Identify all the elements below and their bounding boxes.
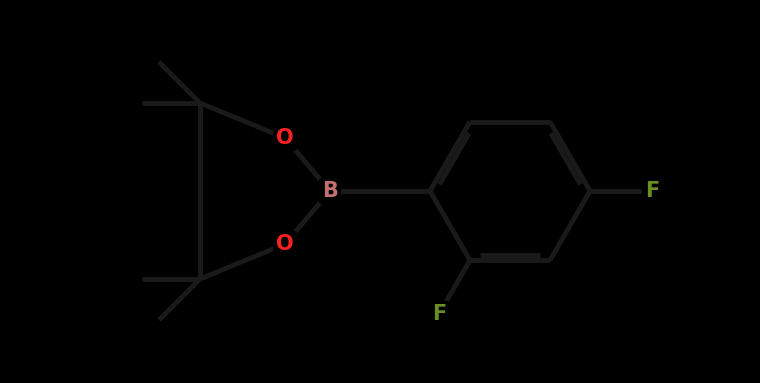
Text: F: F (645, 181, 659, 201)
Text: F: F (432, 304, 446, 324)
Text: O: O (276, 128, 294, 148)
Text: B: B (322, 181, 338, 201)
Text: O: O (276, 234, 294, 254)
